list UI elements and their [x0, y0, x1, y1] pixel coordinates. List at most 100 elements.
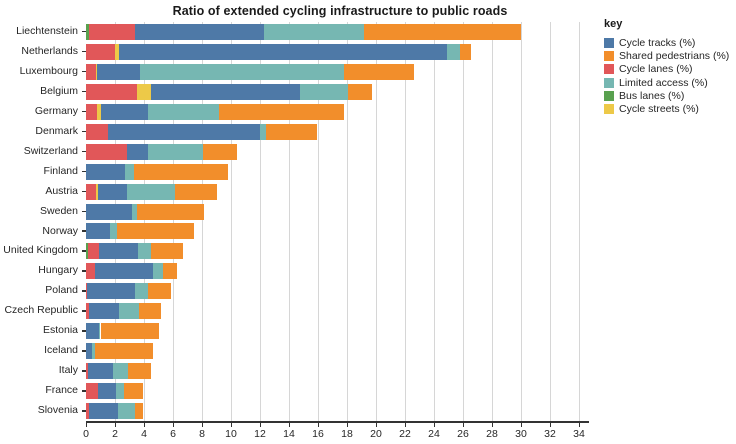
bar-segment-limited-access — [264, 23, 365, 40]
x-tick-label: 26 — [457, 428, 469, 440]
y-axis-label: United Kingdom — [3, 244, 78, 257]
y-tick — [81, 210, 86, 213]
legend-swatch-icon — [604, 64, 614, 75]
legend-swatch-icon — [604, 50, 614, 61]
gridline-x-8 — [202, 22, 203, 421]
bar-segment-bus-lanes — [86, 23, 89, 40]
bar-segment-cycle-lanes — [86, 363, 89, 380]
bar-segment-limited-access — [152, 263, 163, 280]
y-axis-label: Luxembourg — [19, 64, 78, 77]
legend-entry: Shared pedestrians (%) — [604, 49, 729, 62]
bar-segment-shared-pedestrians — [347, 83, 373, 100]
y-tick — [81, 130, 86, 133]
y-axis-label: Iceland — [44, 344, 78, 357]
x-tick-label: 0 — [83, 428, 89, 440]
y-axis-label: Czech Republic — [4, 304, 78, 317]
x-tick — [289, 422, 290, 427]
y-axis-label: Denmark — [35, 124, 78, 137]
x-tick — [579, 422, 580, 427]
y-tick — [81, 370, 86, 372]
x-tick — [550, 422, 551, 427]
bar-segment-limited-access — [135, 283, 148, 300]
legend-entry-label: Cycle lanes (%) — [619, 63, 693, 76]
bar-segment-shared-pedestrians — [460, 43, 471, 60]
bar-segment-cycle-streets — [115, 43, 120, 60]
bar-segment-limited-access — [125, 163, 134, 180]
bar-segment-limited-access — [99, 323, 101, 340]
y-axis-label: Italy — [58, 364, 78, 377]
x-tick-label: 8 — [199, 428, 205, 440]
y-axis-label: Finland — [43, 164, 78, 177]
gridline-x-16 — [318, 22, 319, 421]
bar-segment-limited-access — [91, 343, 95, 360]
bar-segment-cycle-lanes — [88, 23, 136, 40]
x-tick-label: 28 — [486, 428, 498, 440]
y-tick — [81, 310, 86, 312]
bar-segment-shared-pedestrians — [265, 123, 317, 140]
bar-segment-cycle-tracks — [87, 283, 136, 300]
x-tick — [260, 422, 261, 427]
bar-segment-limited-access — [109, 223, 118, 240]
y-tick — [81, 270, 86, 272]
bar-segment-cycle-tracks — [135, 23, 265, 40]
gridline-x-10 — [231, 22, 232, 421]
bar-segment-shared-pedestrians — [202, 143, 237, 160]
legend-title: key — [604, 18, 623, 30]
y-axis-label: Hungary — [38, 264, 78, 277]
legend-entry: Cycle lanes (%) — [604, 63, 729, 76]
bar-segment-cycle-lanes — [86, 383, 99, 400]
y-axis-label: Germany — [34, 104, 78, 117]
x-tick-label: 12 — [254, 428, 266, 440]
legend-entry-label: Bus lanes (%) — [619, 89, 685, 102]
y-axis-label: Belgium — [40, 84, 78, 97]
gridline-x-28 — [492, 22, 493, 421]
bar-segment-cycle-lanes — [88, 243, 100, 260]
legend-entry: Cycle streets (%) — [604, 102, 729, 115]
x-tick — [492, 422, 493, 427]
bar-segment-shared-pedestrians — [133, 163, 229, 180]
gridline-x-18 — [347, 22, 348, 421]
bar-segment-cycle-lanes — [86, 63, 96, 80]
y-axis-label: France — [45, 384, 78, 397]
y-tick — [81, 350, 86, 352]
y-tick — [81, 70, 86, 73]
bar-segment-cycle-tracks — [86, 343, 92, 360]
bar-segment-cycle-tracks — [88, 303, 119, 320]
legend-swatch-icon — [604, 37, 614, 48]
gridline-x-14 — [289, 22, 290, 421]
x-tick-label: 6 — [170, 428, 176, 440]
y-axis-label: Switzerland — [23, 144, 78, 157]
bar-segment-limited-access — [127, 183, 175, 200]
x-tick — [115, 422, 116, 427]
y-tick — [81, 250, 86, 252]
y-axis-label: Estonia — [42, 324, 78, 337]
bar-segment-cycle-tracks — [94, 263, 153, 280]
y-tick — [81, 190, 86, 193]
y-tick — [81, 110, 86, 113]
y-axis-label: Liechtenstein — [16, 25, 78, 37]
bar-segment-cycle-tracks — [108, 123, 260, 140]
bar-segment-shared-pedestrians — [128, 363, 152, 380]
gridline-x-6 — [173, 22, 174, 421]
legend: key Cycle tracks (%) Shared pedestrians (… — [604, 18, 729, 116]
bar-segment-cycle-tracks — [86, 323, 100, 340]
gridline-x-32 — [550, 22, 551, 421]
gridline-x-26 — [463, 22, 464, 421]
bar-segment-cycle-lanes — [86, 283, 88, 300]
legend-entry-label: Limited access (%) — [619, 76, 708, 89]
bar-segment-limited-access — [148, 103, 219, 120]
legend-entry-label: Shared pedestrians (%) — [619, 49, 730, 62]
gridline-x-34 — [579, 22, 580, 421]
gridline-x-20 — [376, 22, 377, 421]
bar-segment-limited-access — [117, 403, 136, 420]
bar-segment-cycle-tracks — [99, 243, 139, 260]
x-tick-label: 30 — [515, 428, 527, 440]
x-tick — [521, 422, 522, 427]
bar-segment-cycle-lanes — [86, 303, 89, 320]
legend-entry: Cycle tracks (%) — [604, 36, 729, 49]
gridline-x-30 — [521, 22, 522, 421]
legend-entry-label: Cycle tracks (%) — [619, 36, 696, 49]
x-tick — [463, 422, 464, 427]
legend-entry: Limited access (%) — [604, 76, 729, 89]
y-tick — [81, 330, 86, 332]
